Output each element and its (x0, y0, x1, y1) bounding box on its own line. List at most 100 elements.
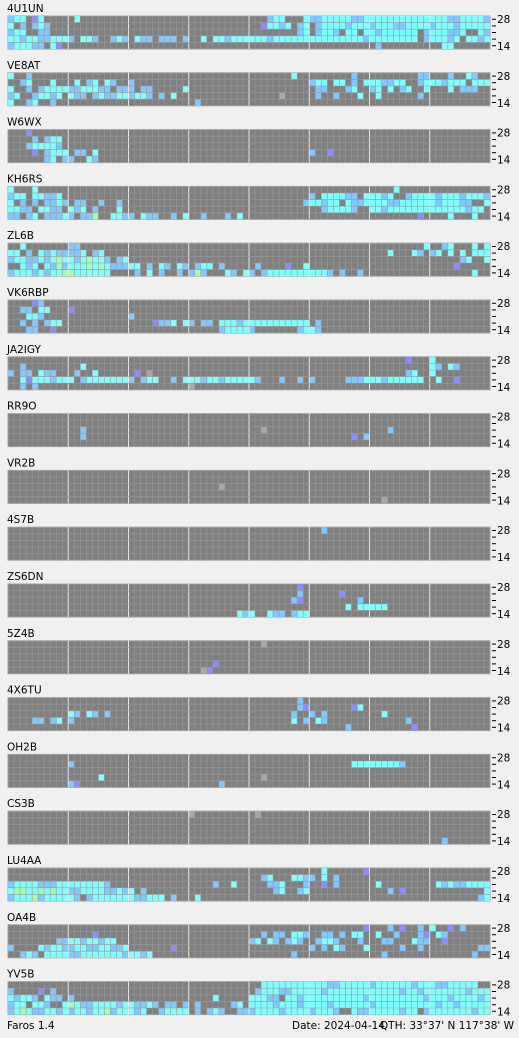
signal-cell (20, 16, 27, 23)
signal-cell (236, 212, 243, 220)
signal-cell (459, 86, 466, 93)
signal-cell (381, 1008, 388, 1015)
signal-cell (44, 894, 51, 901)
signal-cell (339, 981, 346, 989)
signal-cell (92, 86, 99, 93)
signal-cell (357, 376, 364, 384)
signal-cell (477, 944, 484, 952)
signal-cell (303, 981, 310, 989)
signal-cell (327, 199, 334, 207)
signal-cell (339, 193, 346, 200)
signal-cell (375, 981, 382, 989)
signal-cell (128, 887, 135, 895)
signal-cell (68, 256, 75, 263)
signal-cell (363, 433, 370, 440)
signal-cell (429, 370, 436, 377)
signal-cell (38, 142, 45, 150)
signal-cell (309, 988, 316, 995)
signal-cell (387, 426, 394, 434)
signal-cell (291, 988, 298, 995)
signal-cell (218, 319, 225, 327)
signal-cell (471, 35, 478, 43)
signal-cell (38, 300, 45, 307)
signal-cell (405, 193, 412, 200)
signal-cell (26, 951, 33, 958)
signal-cell (116, 86, 123, 93)
band-bottom: 14 (497, 268, 511, 280)
signal-cell (110, 79, 117, 86)
signal-cell (188, 811, 195, 818)
band-bottom: 14 (497, 779, 511, 791)
signal-cell (255, 1001, 262, 1008)
signal-cell (104, 944, 111, 952)
signal-cell (92, 212, 99, 220)
signal-cell (303, 988, 310, 995)
signal-cell (399, 86, 406, 93)
signal-cell (435, 16, 442, 23)
signal-cell (26, 142, 33, 150)
signal-cell (56, 894, 63, 901)
signal-cell (128, 79, 135, 86)
signal-cell (477, 994, 484, 1002)
signal-cell (267, 994, 274, 1002)
signal-cell (375, 92, 382, 100)
signal-cell (80, 1001, 87, 1008)
signal-cell (104, 256, 111, 263)
signal-cell (8, 1008, 15, 1015)
signal-cell (122, 86, 129, 93)
signal-cell (116, 1001, 123, 1008)
signal-cell (26, 370, 33, 377)
signal-cell (56, 92, 63, 100)
signal-cell (447, 86, 454, 93)
signal-cell (453, 206, 460, 213)
signal-cell (381, 988, 388, 995)
signal-cell (68, 86, 75, 93)
signal-cell (417, 212, 424, 220)
signal-cell (411, 249, 418, 257)
signal-cell (387, 193, 394, 200)
station-label: CS3B (7, 798, 35, 810)
signal-cell (447, 22, 454, 30)
signal-cell (50, 142, 57, 150)
signal-cell (291, 610, 298, 617)
signal-cell (399, 1001, 406, 1008)
app-version: Faros 1.4 (7, 1020, 55, 1032)
signal-cell (447, 881, 454, 888)
signal-cell (405, 1001, 412, 1008)
signal-cell (44, 269, 51, 277)
signal-cell (140, 887, 147, 895)
signal-cell (92, 1001, 99, 1008)
signal-cell (327, 994, 334, 1002)
signal-cell (50, 42, 57, 49)
signal-cell (26, 129, 33, 137)
signal-cell (369, 981, 376, 989)
signal-cell (116, 256, 123, 263)
signal-cell (381, 710, 388, 718)
signal-cell (68, 938, 75, 945)
signal-cell (200, 376, 207, 384)
signal-cell (44, 881, 51, 888)
signal-cell (194, 269, 201, 277)
signal-cell (261, 774, 268, 781)
signal-cell (182, 319, 189, 327)
signal-cell (423, 22, 430, 30)
signal-cell (333, 988, 340, 995)
signal-cell (86, 894, 93, 901)
signal-cell (369, 79, 376, 86)
signal-cell (56, 206, 63, 213)
signal-cell (399, 981, 406, 989)
signal-cell (242, 1008, 249, 1015)
signal-cell (32, 99, 39, 106)
signal-cell (333, 35, 340, 43)
signal-cell (92, 249, 99, 257)
signal-cell (68, 1008, 75, 1015)
signal-cell (303, 931, 310, 938)
signal-cell (423, 16, 430, 23)
signal-cell (417, 92, 424, 100)
station-label: ZL6B (7, 230, 34, 242)
signal-cell (447, 363, 454, 370)
signal-cell (393, 1008, 400, 1015)
signal-cell (249, 610, 256, 617)
signal-cell (387, 249, 394, 257)
signal-cell (164, 319, 171, 327)
